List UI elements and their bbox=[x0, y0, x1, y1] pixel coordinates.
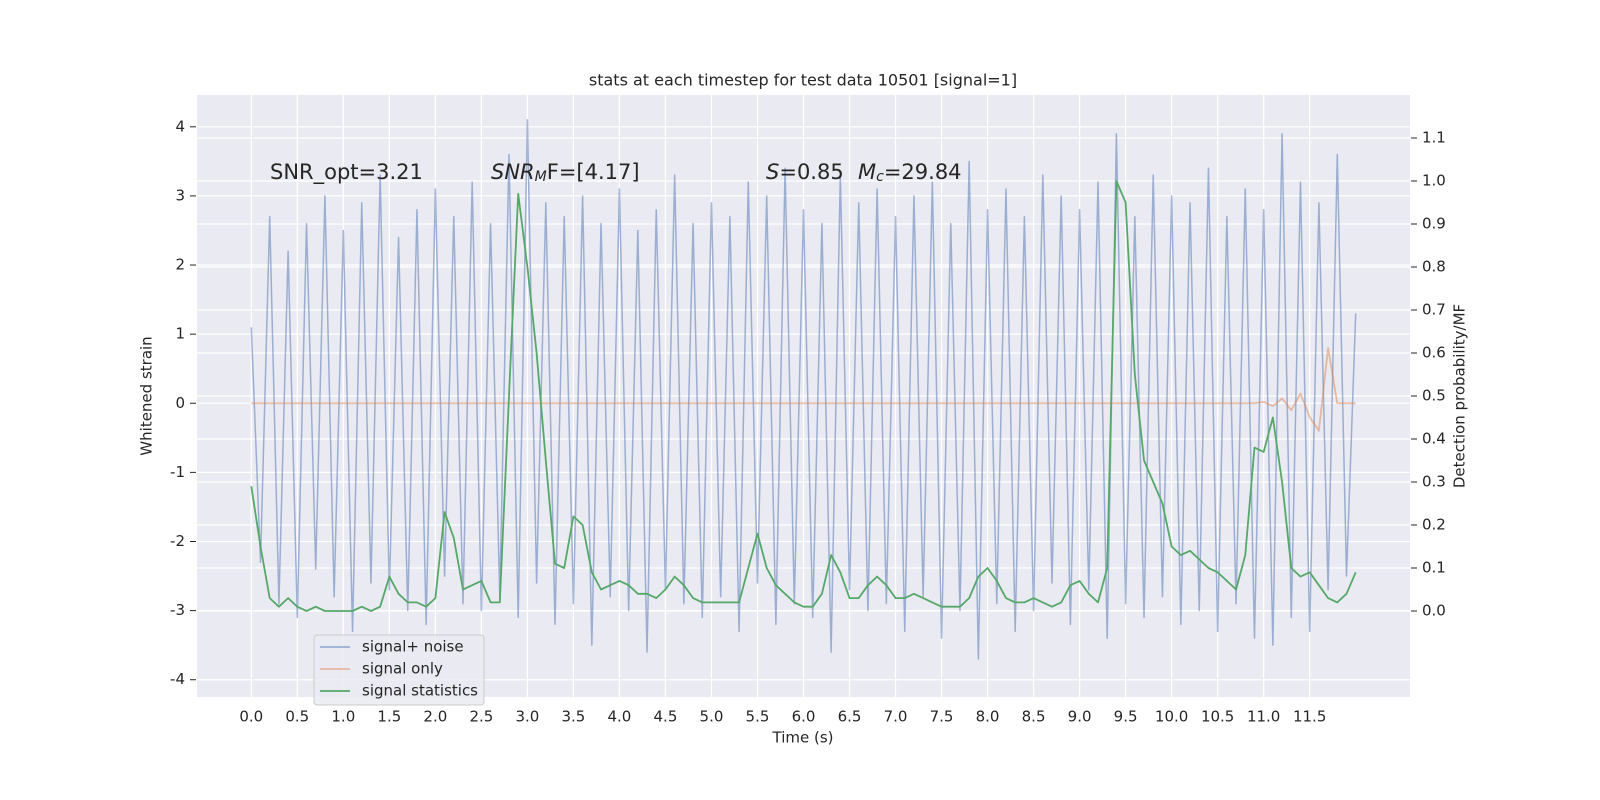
x-tick-label: 2.0 bbox=[423, 708, 447, 726]
annotation-part: c bbox=[876, 169, 884, 185]
legend-label: signal+ noise bbox=[362, 638, 464, 656]
annotation-part: S bbox=[766, 160, 779, 184]
x-tick-label: 7.5 bbox=[930, 708, 954, 726]
annotation-part: F=[4.17] bbox=[547, 160, 640, 184]
y-tick-label: -4 bbox=[170, 670, 185, 688]
x-tick-label: 1.5 bbox=[377, 708, 401, 726]
x-tick-label: 8.5 bbox=[1022, 708, 1046, 726]
y2-tick-label: 0.4 bbox=[1422, 430, 1446, 448]
annotation: SNRMF=[4.17] bbox=[491, 160, 640, 185]
y-tick-label: -3 bbox=[170, 601, 185, 619]
y-tick-label: 2 bbox=[175, 256, 185, 274]
series-line bbox=[250, 119, 1357, 660]
annotation: SNR_opt=3.21 bbox=[270, 160, 423, 185]
x-tick-label: 1.0 bbox=[331, 708, 355, 726]
annotation: Mc=29.84 bbox=[858, 160, 962, 185]
y-axis-label: Whitened strain bbox=[138, 336, 156, 455]
y2-axis-label: Detection probability/MF bbox=[1451, 304, 1469, 488]
x-tick-label: 4.0 bbox=[608, 708, 632, 726]
annotation-part: =29.84 bbox=[884, 160, 962, 184]
legend-label: signal statistics bbox=[362, 682, 478, 700]
x-tick-label: 0.5 bbox=[285, 708, 309, 726]
legend-label: signal only bbox=[362, 660, 443, 678]
x-tick-label: 6.5 bbox=[838, 708, 862, 726]
annotation-part: SNR bbox=[491, 160, 535, 184]
series-line bbox=[250, 180, 1357, 612]
y2-tick-label: 1.1 bbox=[1422, 129, 1446, 147]
y-tick-label: 1 bbox=[175, 325, 185, 343]
x-tick-label: 11.0 bbox=[1247, 708, 1280, 726]
x-tick-label: 9.0 bbox=[1068, 708, 1092, 726]
x-tick-label: 8.0 bbox=[976, 708, 1000, 726]
x-tick-label: 3.0 bbox=[515, 708, 539, 726]
y2-tick-label: 0.8 bbox=[1422, 258, 1446, 276]
x-tick-label: 2.5 bbox=[469, 708, 493, 726]
annotation-part: M bbox=[535, 169, 547, 185]
legend-box bbox=[313, 634, 485, 706]
series-line bbox=[251, 347, 1356, 432]
x-tick-label: 0.0 bbox=[239, 708, 263, 726]
y2-tick-label: 0.9 bbox=[1422, 215, 1446, 233]
x-tick-label: 7.0 bbox=[884, 708, 908, 726]
x-tick-label: 3.5 bbox=[561, 708, 585, 726]
chart-title: stats at each timestep for test data 105… bbox=[589, 71, 1017, 90]
y2-tick-label: 0.0 bbox=[1422, 602, 1446, 620]
x-tick-label: 9.5 bbox=[1114, 708, 1138, 726]
y2-tick-label: 0.2 bbox=[1422, 516, 1446, 534]
x-tick-label: 4.5 bbox=[654, 708, 678, 726]
y-tick-label: -1 bbox=[170, 463, 185, 481]
annotation: S=0.85 bbox=[766, 160, 844, 184]
x-axis-label: Time (s) bbox=[772, 729, 834, 747]
y2-tick-label: 0.6 bbox=[1422, 344, 1446, 362]
x-tick-label: 5.5 bbox=[746, 708, 770, 726]
annotation-part: =0.85 bbox=[779, 160, 843, 184]
y-tick-label: -2 bbox=[170, 532, 185, 550]
x-tick-label: 5.0 bbox=[700, 708, 724, 726]
y2-tick-label: 0.7 bbox=[1422, 301, 1446, 319]
annotation-part: M bbox=[858, 160, 876, 184]
y2-tick-label: 0.5 bbox=[1422, 387, 1446, 405]
annotation-part: SNR_opt=3.21 bbox=[270, 160, 423, 185]
x-tick-label: 6.0 bbox=[792, 708, 816, 726]
x-tick-label: 10.5 bbox=[1201, 708, 1234, 726]
y-tick-label: 4 bbox=[175, 117, 185, 135]
y-tick-label: 0 bbox=[175, 394, 185, 412]
x-tick-label: 10.0 bbox=[1155, 708, 1188, 726]
y-tick-label: 3 bbox=[175, 186, 185, 204]
y2-tick-label: 0.1 bbox=[1422, 559, 1446, 577]
x-tick-label: 11.5 bbox=[1293, 708, 1326, 726]
y2-tick-label: 0.3 bbox=[1422, 473, 1446, 491]
y2-tick-label: 1.0 bbox=[1422, 172, 1446, 190]
